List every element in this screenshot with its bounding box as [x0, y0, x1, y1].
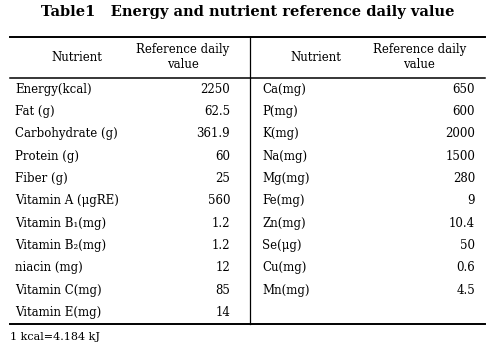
Text: 62.5: 62.5: [204, 105, 230, 118]
Text: Energy(kcal): Energy(kcal): [15, 83, 92, 96]
Text: Na(mg): Na(mg): [262, 150, 307, 163]
Text: 280: 280: [453, 172, 475, 185]
Text: 10.4: 10.4: [449, 217, 475, 230]
Text: 2250: 2250: [200, 83, 230, 96]
Text: Reference daily
value: Reference daily value: [373, 44, 466, 71]
Text: Carbohydrate (g): Carbohydrate (g): [15, 127, 118, 141]
Text: Nutrient: Nutrient: [291, 51, 341, 64]
Text: 600: 600: [453, 105, 475, 118]
Text: niacin (mg): niacin (mg): [15, 261, 83, 274]
Text: Fiber (g): Fiber (g): [15, 172, 68, 185]
Text: 1 kcal=4.184 kJ: 1 kcal=4.184 kJ: [10, 332, 100, 342]
Text: 1.2: 1.2: [212, 217, 230, 230]
Text: 14: 14: [215, 306, 230, 319]
Text: Zn(mg): Zn(mg): [262, 217, 306, 230]
Text: Cu(mg): Cu(mg): [262, 261, 307, 274]
Text: Vitamin C(mg): Vitamin C(mg): [15, 284, 101, 296]
Text: 25: 25: [215, 172, 230, 185]
Text: Vitamin E(mg): Vitamin E(mg): [15, 306, 101, 319]
Text: Fat (g): Fat (g): [15, 105, 54, 118]
Text: Reference daily
value: Reference daily value: [136, 44, 229, 71]
Text: 361.9: 361.9: [197, 127, 230, 141]
Text: Se(μg): Se(μg): [262, 239, 302, 252]
Text: 650: 650: [453, 83, 475, 96]
Text: 60: 60: [215, 150, 230, 163]
Text: 4.5: 4.5: [456, 284, 475, 296]
Text: 12: 12: [215, 261, 230, 274]
Text: Ca(mg): Ca(mg): [262, 83, 306, 96]
Text: Protein (g): Protein (g): [15, 150, 79, 163]
Text: 560: 560: [208, 195, 230, 207]
Text: P(mg): P(mg): [262, 105, 298, 118]
Text: Vitamin B₁(mg): Vitamin B₁(mg): [15, 217, 106, 230]
Text: 85: 85: [215, 284, 230, 296]
Text: 50: 50: [460, 239, 475, 252]
Text: Mn(mg): Mn(mg): [262, 284, 310, 296]
Text: Table1   Energy and nutrient reference daily value: Table1 Energy and nutrient reference dai…: [41, 5, 454, 19]
Text: Vitamin B₂(mg): Vitamin B₂(mg): [15, 239, 106, 252]
Text: Vitamin A (μgRE): Vitamin A (μgRE): [15, 195, 119, 207]
Text: Nutrient: Nutrient: [51, 51, 102, 64]
Text: 2000: 2000: [446, 127, 475, 141]
Text: 1.2: 1.2: [212, 239, 230, 252]
Text: Mg(mg): Mg(mg): [262, 172, 310, 185]
Text: K(mg): K(mg): [262, 127, 299, 141]
Text: 1500: 1500: [446, 150, 475, 163]
Text: 9: 9: [468, 195, 475, 207]
Text: 0.6: 0.6: [456, 261, 475, 274]
Text: Fe(mg): Fe(mg): [262, 195, 305, 207]
